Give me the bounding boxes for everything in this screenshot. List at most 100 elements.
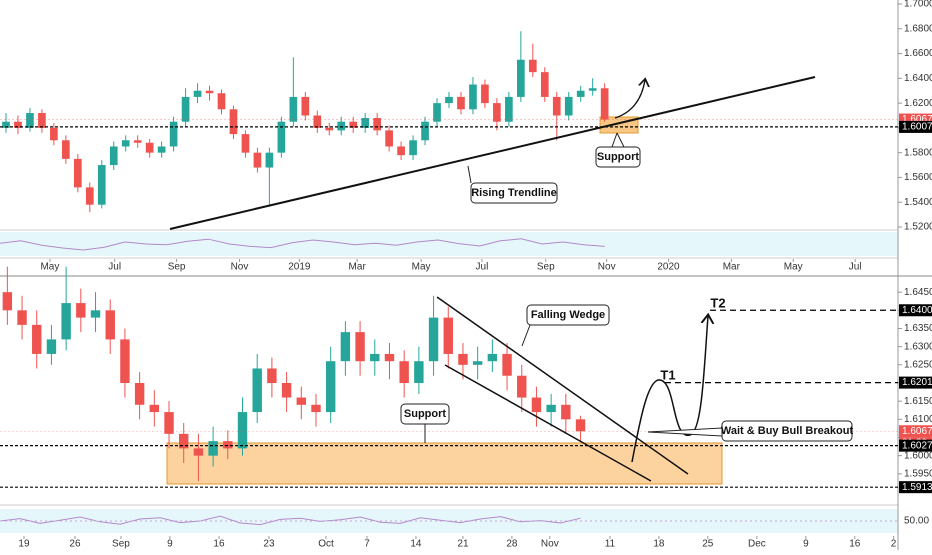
callout-pointer <box>521 324 531 347</box>
x-tick-label: 16 <box>849 539 861 550</box>
y-tick-label: 1.58000 <box>904 147 932 158</box>
annotations: Rising Trendline Support Falling Wedge S… <box>169 76 853 482</box>
x-tick-label: 2019 <box>288 262 311 273</box>
candle-body <box>289 96 298 122</box>
candle-body <box>237 412 248 449</box>
candle-body <box>120 339 130 383</box>
candle-body <box>169 121 178 147</box>
candle-body <box>157 146 166 153</box>
x-tick-label: 25 <box>702 539 714 550</box>
candle-body <box>149 404 160 413</box>
wedge-line <box>444 364 652 482</box>
annotation: Support <box>404 408 446 420</box>
y-tick-label: 1.61500 <box>904 396 932 407</box>
price-tag <box>899 304 932 317</box>
x-tick-label: Sep <box>112 539 130 550</box>
candle-body <box>493 103 501 122</box>
candle-body <box>588 88 597 91</box>
candle-body <box>443 317 453 354</box>
y-tick-label: 1.66000 <box>904 48 932 59</box>
price-tag <box>899 376 932 389</box>
candle-body <box>517 59 525 97</box>
candle-body <box>531 397 542 413</box>
arrow <box>614 80 645 119</box>
candle-body <box>61 303 71 340</box>
x-tick-label: May <box>412 262 431 273</box>
x-tick-label: Dec <box>748 539 766 550</box>
x-tick-label: Nov <box>541 539 559 550</box>
candle-body <box>325 361 336 413</box>
candle-body <box>17 310 27 325</box>
candle-body <box>296 397 306 405</box>
x-tick-label: May <box>784 262 803 273</box>
y-tick-label: 1.62500 <box>904 359 932 370</box>
candle-body <box>281 383 292 398</box>
candle-body <box>361 117 370 128</box>
candle-body <box>552 96 561 116</box>
candle-body <box>181 96 190 122</box>
candle-body <box>457 96 465 110</box>
x-tick-label: 9 <box>803 539 809 550</box>
candle-body <box>267 368 277 383</box>
candle-body <box>105 310 115 340</box>
wedge-line <box>436 296 689 475</box>
candle-body <box>208 441 218 456</box>
candle-body <box>487 353 498 362</box>
x-tick-label: Mar <box>723 262 741 273</box>
callout-pointer <box>467 165 472 184</box>
candle-body <box>97 165 106 205</box>
candle-body <box>517 375 527 398</box>
x-tick-label: 21 <box>457 539 469 550</box>
candle-body <box>14 121 22 128</box>
candle-body <box>252 368 262 413</box>
candle-body <box>384 353 395 362</box>
candle-body <box>265 152 274 168</box>
candle-body <box>399 361 409 383</box>
y-tick-label: 1.62000 <box>904 98 932 109</box>
candle-body <box>277 121 286 153</box>
candle-body <box>241 134 250 153</box>
x-tick-label: 23 <box>263 539 275 550</box>
x-tick-label: 2 <box>891 539 897 550</box>
candle-body <box>85 187 94 205</box>
callout-box <box>721 420 853 442</box>
candle-body <box>561 404 571 420</box>
candle-body <box>46 339 57 354</box>
candle-body <box>370 353 380 362</box>
projection-path <box>631 316 708 463</box>
y-tick-label: 1.70000 <box>904 0 932 10</box>
candle-body <box>349 121 358 128</box>
x-tick-label: 28 <box>506 539 518 550</box>
annotation: T2 <box>710 295 725 310</box>
y-tick-label: 1.64500 <box>904 287 932 298</box>
candle-body <box>373 117 381 131</box>
candle-body <box>325 127 334 131</box>
candle-body <box>502 353 512 376</box>
y-tick-label: 1.64000 <box>904 73 932 84</box>
candle-body <box>109 146 118 166</box>
x-tick-label: Jul <box>476 262 489 273</box>
candle-body <box>76 303 86 318</box>
candle-body <box>600 88 609 120</box>
price-tag-label: 1.60672 <box>902 114 932 125</box>
x-tick-label: Oct <box>318 539 334 550</box>
annotation: T1 <box>660 367 675 382</box>
candle-body <box>397 146 405 156</box>
y-tick-label: 1.54000 <box>904 197 932 208</box>
candle-body <box>179 433 189 449</box>
candle-body <box>340 332 351 362</box>
price-tag-label: 1.64002 <box>902 305 932 316</box>
price-tag <box>899 425 932 438</box>
rsi-pane <box>0 232 898 256</box>
x-tick-label: 19 <box>18 539 30 550</box>
y-tick-label: 1.63500 <box>904 323 932 334</box>
x-tick-label: 2020 <box>657 262 680 273</box>
candle-body <box>223 441 233 449</box>
candle-body <box>421 121 429 141</box>
price-tag-label: 1.59133 <box>902 482 932 493</box>
candle-body <box>428 317 439 362</box>
x-tick-label: Jul <box>849 262 862 273</box>
candle-body <box>50 127 58 141</box>
